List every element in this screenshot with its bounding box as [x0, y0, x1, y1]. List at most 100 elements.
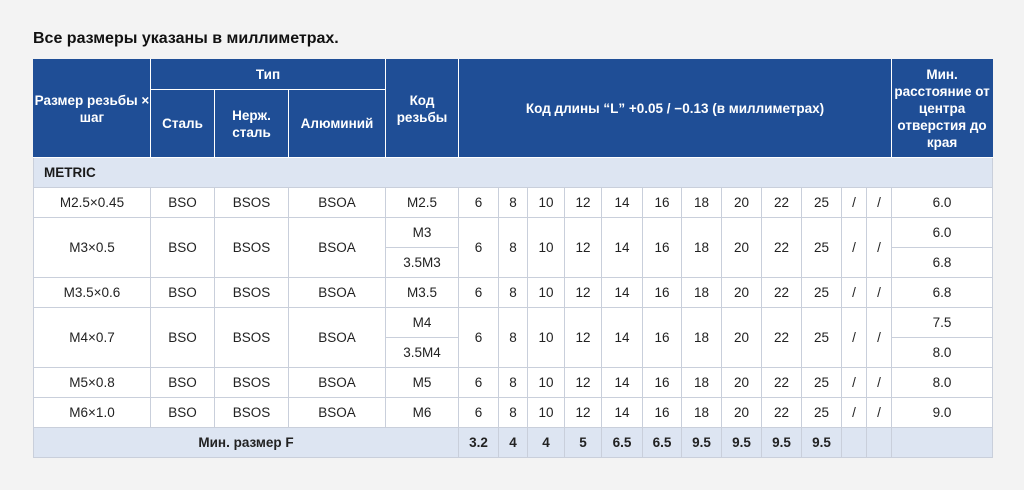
- thread-code-cell: M4: [385, 307, 460, 338]
- length-code-cell: 20: [721, 397, 763, 428]
- thread-size-cell: M6×1.0: [33, 397, 151, 428]
- thread-code-cell: 3.5M4: [385, 337, 460, 368]
- length-code-cell: 25: [801, 367, 843, 398]
- length-code-cell: 20: [721, 217, 763, 278]
- length-code-cell: 10: [527, 187, 566, 218]
- length-code-cell: 8: [498, 367, 529, 398]
- col-header-steel: Сталь: [150, 89, 215, 158]
- aluminum-type-cell: BSOA: [287, 307, 387, 368]
- min-f-value-cell: 9.5: [721, 427, 763, 458]
- steel-type-cell: BSO: [150, 217, 215, 278]
- steel-type-cell: BSO: [150, 277, 215, 308]
- length-code-cell: 10: [527, 397, 566, 428]
- table-body: METRIC M2.5×0.45 BSO BSOS BSOA M2.5 6 8 10 12 14 1…: [32, 157, 994, 458]
- length-code-cell: 22: [761, 187, 803, 218]
- length-code-cell: 22: [761, 367, 803, 398]
- section-label: METRIC: [32, 157, 994, 188]
- col-header-aluminum: Алюминий: [287, 89, 387, 158]
- table-row: M3×0.5 BSO BSOS BSOA M3 6 8 10 12 14 16 18 20 22 25//6…: [33, 217, 994, 278]
- min-distance-cell: 7.5: [891, 307, 994, 338]
- length-code-cell: 10: [527, 277, 566, 308]
- col-header-min-distance: Мин. расстояние от центра отверстия до к…: [891, 59, 994, 158]
- length-code-cell: 18: [681, 277, 723, 308]
- length-code-cell: 6: [458, 217, 500, 278]
- min-f-value-cell: 4: [498, 427, 529, 458]
- length-code-cell: 25: [801, 187, 843, 218]
- length-code-cell: 22: [761, 217, 803, 278]
- length-code-cell: 18: [681, 187, 723, 218]
- stainless-type-cell: BSOS: [214, 307, 289, 368]
- min-distance-cell: 9.0: [891, 397, 994, 428]
- length-code-cell: 14: [601, 187, 644, 218]
- table-row: M4×0.7 BSO BSOS BSOA M4 6 8 10 12 14 16 18 20 22 25//7…: [33, 307, 994, 368]
- col-header-length-code: Код длины “L” +0.05 / −0.13 (в миллиметр…: [458, 59, 893, 158]
- length-code-cell: 10: [527, 307, 566, 368]
- min-distance-cell: 6.8: [891, 277, 994, 308]
- stainless-type-cell: BSOS: [214, 277, 289, 308]
- min-f-value-cell: [866, 427, 893, 458]
- length-code-cell: /: [866, 307, 893, 368]
- section-row: METRIC: [32, 157, 994, 188]
- thread-code-cell: 3.5M3: [385, 247, 460, 278]
- length-code-cell: 6: [458, 397, 500, 428]
- table-row: M2.5×0.45 BSO BSOS BSOA M2.5 6 8 10 12 14 16 18 20 22…: [33, 187, 994, 218]
- length-code-cell: 22: [761, 397, 803, 428]
- length-code-cell: 25: [801, 397, 843, 428]
- length-code-cell: 6: [458, 367, 500, 398]
- length-code-cell: 14: [601, 367, 644, 398]
- min-f-value-cell: 5: [564, 427, 603, 458]
- length-code-cell: 10: [527, 217, 566, 278]
- length-code-cell: 8: [498, 187, 529, 218]
- aluminum-type-cell: BSOA: [287, 367, 387, 398]
- length-code-cell: 25: [801, 307, 843, 368]
- min-f-value-cell: 6.5: [601, 427, 644, 458]
- table-row: M3.5×0.6 BSO BSOS BSOA M3.5 6 8 10 12 14 16 18 20 22 2…: [33, 277, 994, 308]
- thread-code-cell: M3.5: [385, 277, 460, 308]
- length-code-cell: 14: [601, 217, 644, 278]
- min-distance-cell: 6.8: [891, 247, 994, 278]
- min-f-value-cell: 3.2: [458, 427, 500, 458]
- length-code-cell: 6: [458, 307, 500, 368]
- thread-size-cell: M2.5×0.45: [33, 187, 151, 218]
- col-header-thread-size: Размер резьбы × шаг: [33, 59, 151, 158]
- length-code-cell: 25: [801, 217, 843, 278]
- length-code-cell: 22: [761, 277, 803, 308]
- thread-code-cell: M5: [385, 367, 460, 398]
- length-code-cell: 16: [642, 217, 683, 278]
- steel-type-cell: BSO: [150, 307, 215, 368]
- length-code-cell: 16: [642, 187, 683, 218]
- col-header-stainless: Нерж. сталь: [214, 89, 289, 158]
- aluminum-type-cell: BSOA: [287, 397, 387, 428]
- length-code-cell: /: [866, 367, 893, 398]
- length-code-cell: 20: [721, 187, 763, 218]
- table-caption: Все размеры указаны в миллиметрах.: [33, 30, 339, 47]
- aluminum-type-cell: BSOA: [287, 187, 387, 218]
- length-code-cell: 10: [527, 367, 566, 398]
- length-code-cell: 8: [498, 397, 529, 428]
- length-code-cell: 14: [601, 307, 644, 368]
- min-f-value-cell: [841, 427, 868, 458]
- length-code-cell: /: [866, 277, 893, 308]
- length-code-cell: 6: [458, 187, 500, 218]
- thread-size-cell: M3.5×0.6: [33, 277, 151, 308]
- length-code-cell: 14: [601, 277, 644, 308]
- thread-size-cell: M4×0.7: [33, 307, 151, 368]
- length-code-cell: 18: [681, 367, 723, 398]
- thread-code-cell: M2.5: [385, 187, 460, 218]
- steel-type-cell: BSO: [150, 397, 215, 428]
- length-code-cell: 12: [564, 277, 603, 308]
- length-code-cell: 18: [681, 307, 723, 368]
- length-code-cell: 16: [642, 397, 683, 428]
- min-f-empty-cell: [891, 427, 994, 458]
- length-code-cell: /: [841, 187, 868, 218]
- table-row: M6×1.0 BSO BSOS BSOA M6 6 8 10 12 14 16 18 20 22 25//9…: [33, 397, 994, 428]
- min-f-label: Мин. размер F: [32, 427, 460, 458]
- length-code-cell: /: [866, 217, 893, 278]
- length-code-cell: 6: [458, 277, 500, 308]
- length-code-cell: /: [841, 277, 868, 308]
- steel-type-cell: BSO: [150, 187, 215, 218]
- col-header-thread-code: Код резьбы: [385, 59, 460, 158]
- table-row: 3.5M3 6.8: [34, 247, 994, 278]
- min-distance-cell: 6.0: [891, 217, 994, 248]
- length-code-cell: 25: [801, 277, 843, 308]
